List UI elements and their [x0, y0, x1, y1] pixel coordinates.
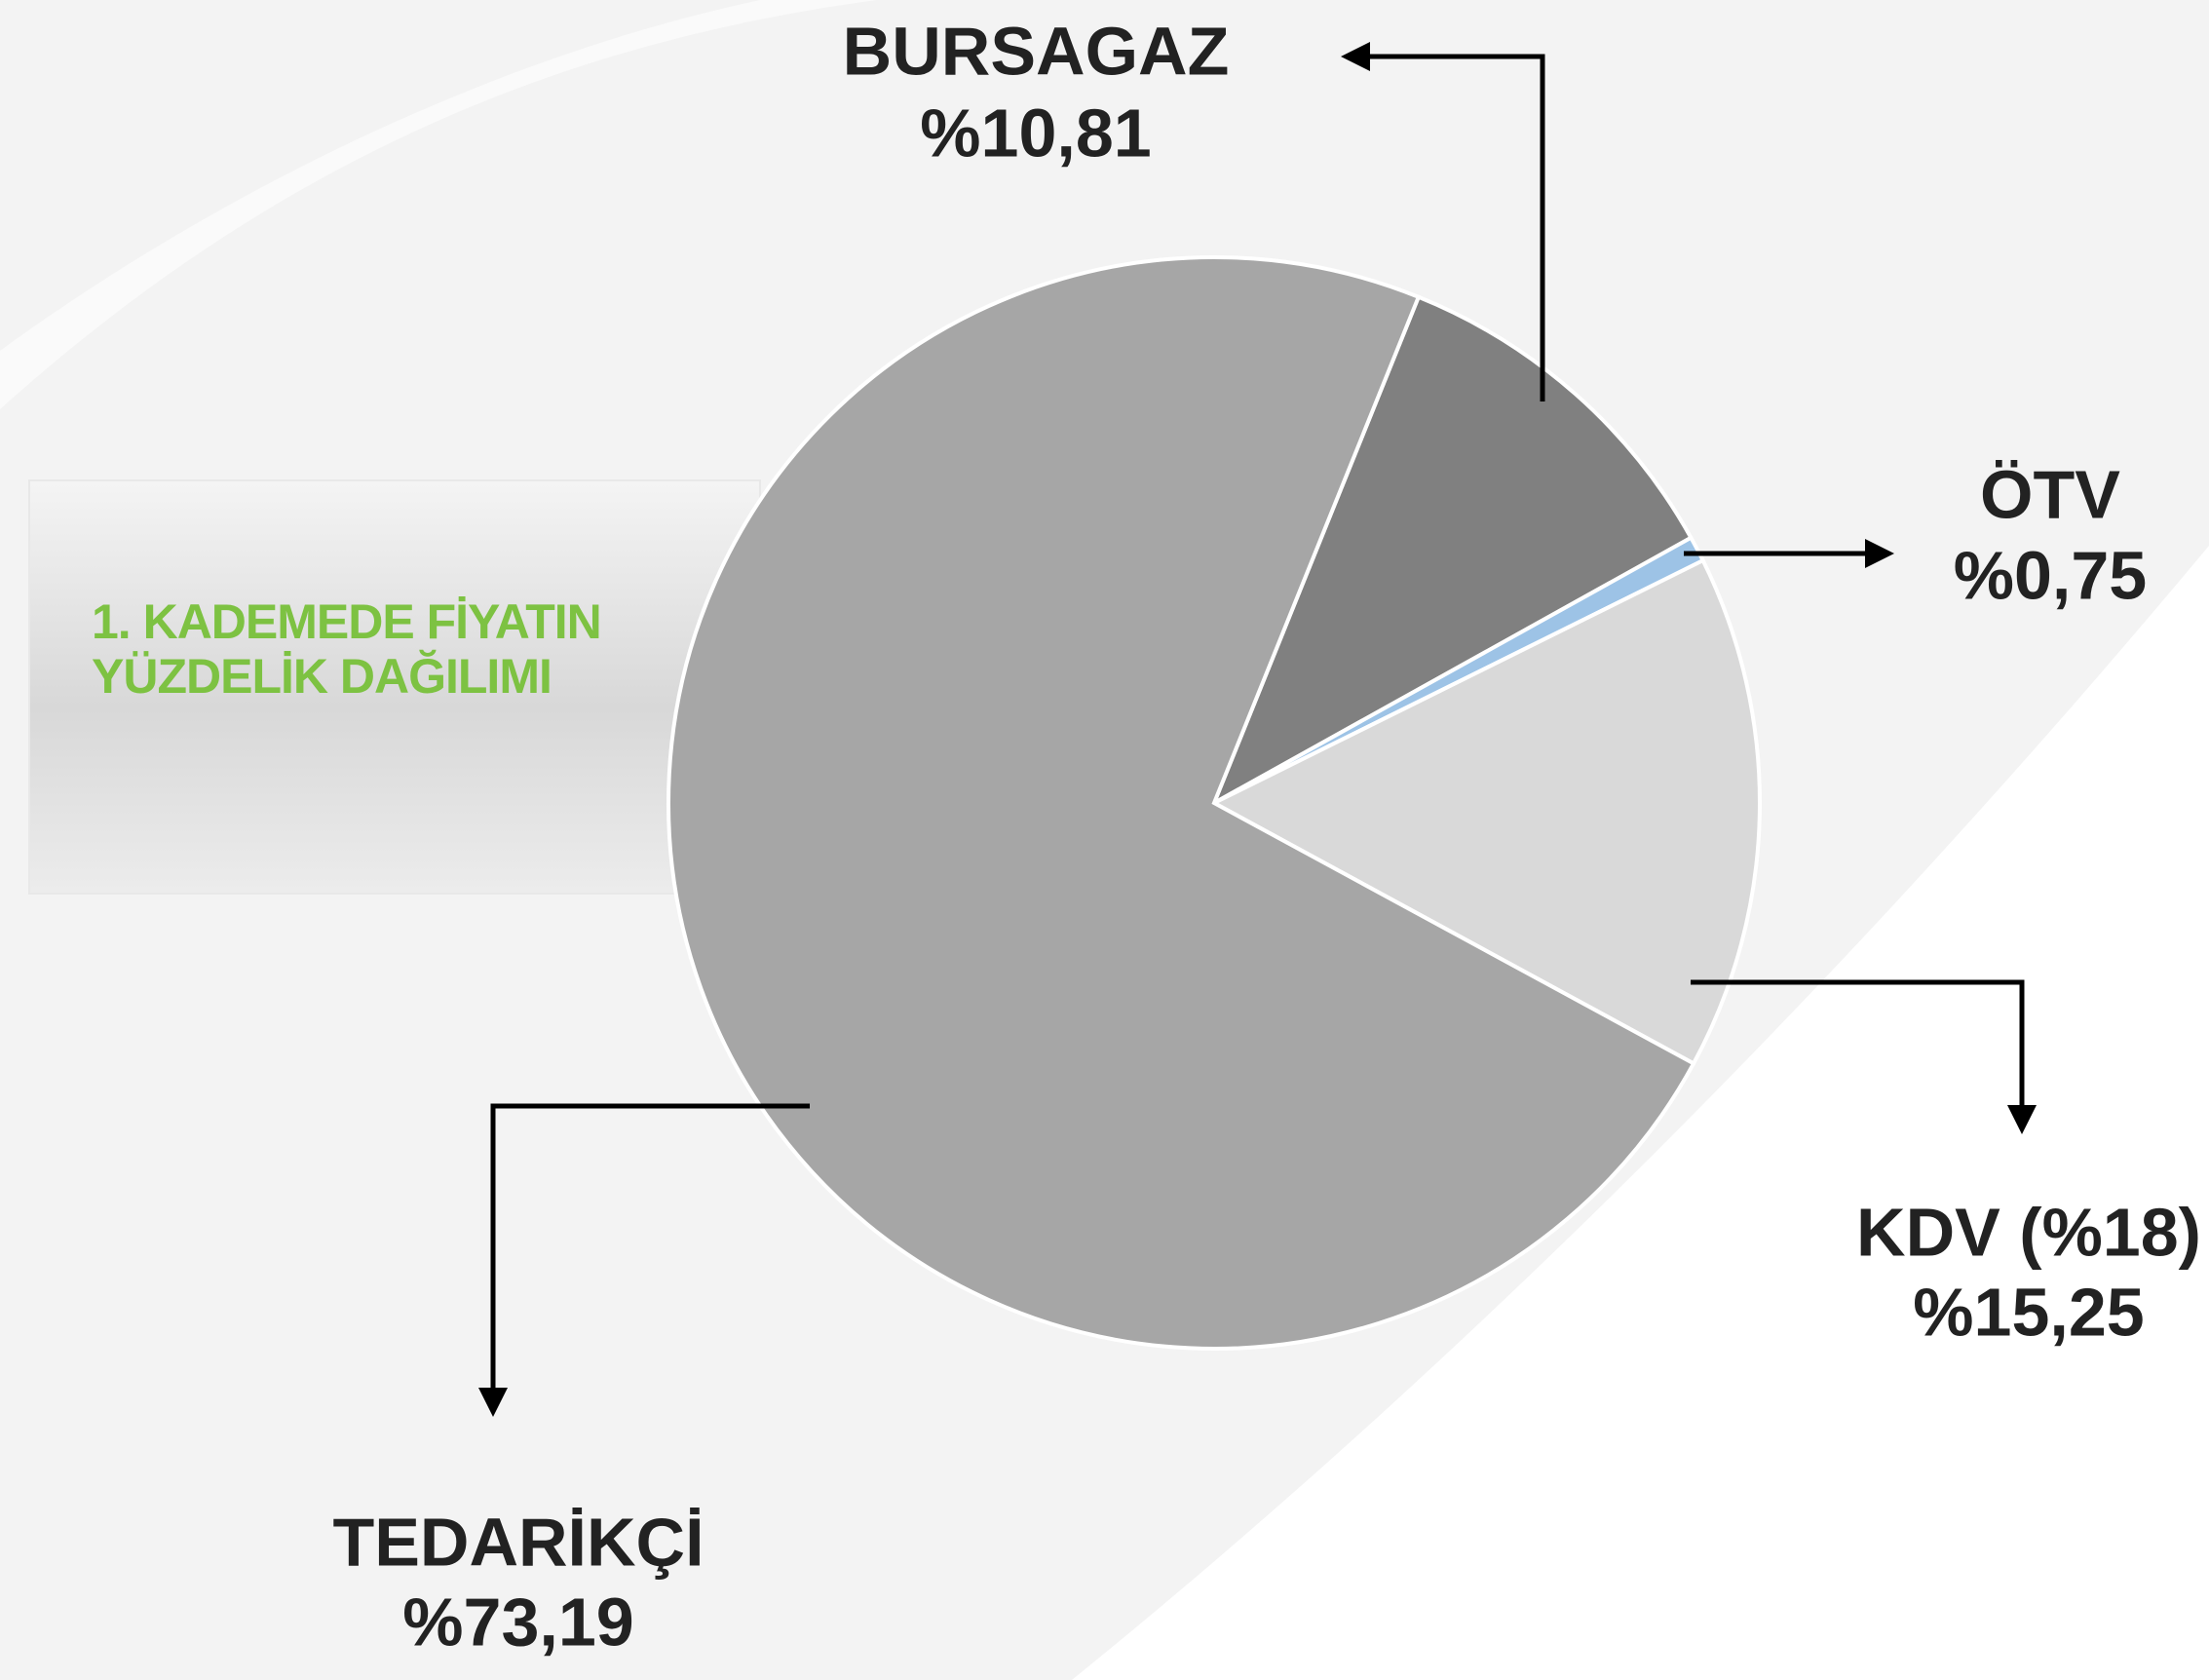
pie-slice — [1210, 294, 1695, 808]
leader-arrow — [1691, 979, 2037, 1134]
slice-value: %15,25 — [1913, 1274, 2144, 1350]
title-box — [28, 479, 761, 895]
slice-name: TEDARİKÇİ — [332, 1504, 704, 1580]
leader-arrow — [478, 1103, 810, 1417]
pie — [667, 255, 1762, 1351]
slice-value: %0,75 — [1954, 537, 2147, 613]
slice-name: KDV (%18) — [1856, 1194, 2201, 1270]
swoosh — [1072, 546, 2209, 1680]
leader-arrow — [1341, 42, 1545, 401]
pie-slice — [667, 255, 1696, 1351]
chart-title: 1. KADEMEDE FİYATIN YÜZDELİK DAĞILIMI — [92, 594, 602, 704]
pie-slice — [1209, 557, 1762, 1067]
slice-value: %73,19 — [402, 1584, 633, 1660]
slice-name: BURSAGAZ — [843, 13, 1230, 89]
slice-name: ÖTV — [1980, 456, 2120, 532]
slice-value: %10,81 — [920, 95, 1151, 171]
